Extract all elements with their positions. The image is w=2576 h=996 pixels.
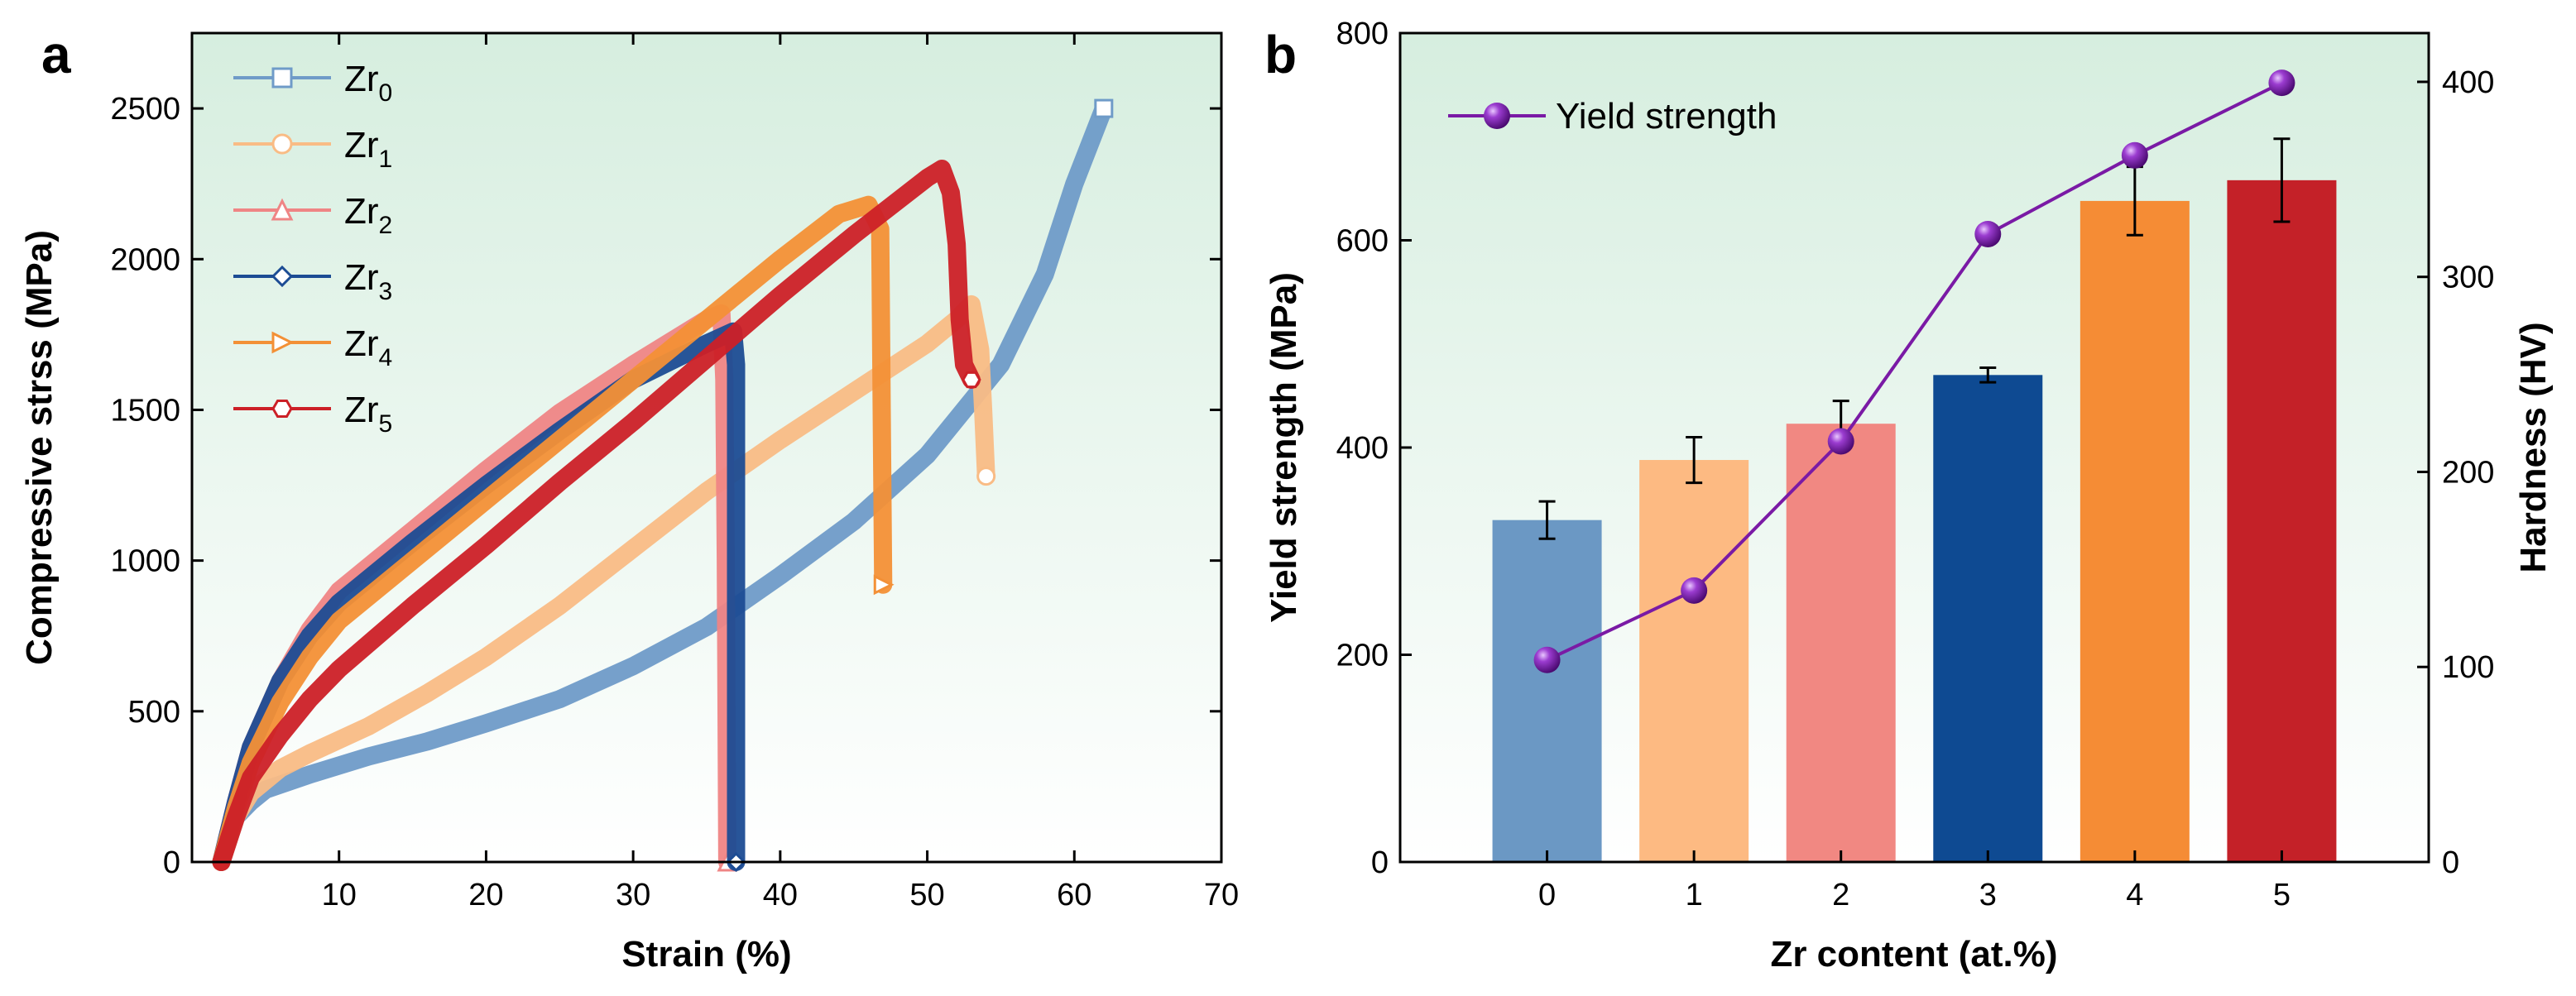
- series-end-marker-zr4: [873, 574, 895, 596]
- legend-marker-zr4: [271, 331, 295, 354]
- legend-marker-zr5: [271, 399, 293, 419]
- x-tick-label-b-0: 0: [1538, 878, 1556, 912]
- bar-zr2: [1786, 424, 1896, 862]
- error-bar-zr0: [1538, 500, 1556, 540]
- yield-strength-point-2: [1827, 428, 1854, 455]
- y-tick-label-b-800: 800: [1336, 17, 1389, 51]
- x-tick-label-a-20: 20: [468, 878, 503, 912]
- series-end-marker-zr5: [962, 371, 981, 389]
- yield-strength-line: [1546, 81, 2283, 662]
- y-tick-label-a-2500: 2500: [110, 92, 180, 127]
- x-tick-label-b-2: 2: [1832, 878, 1849, 912]
- y-axis-label-a: Compressive strss (MPa): [19, 230, 60, 665]
- y2-tick-label-b-0: 0: [2442, 845, 2459, 880]
- y-tick-label-a-1500: 1500: [110, 393, 180, 428]
- y-tick-label-a-1000: 1000: [110, 544, 180, 579]
- x-axis-label-b: Zr content (at.%): [1770, 934, 2057, 974]
- error-bar-zr5: [2273, 137, 2291, 223]
- y2-tick-label-b-100: 100: [2442, 650, 2494, 685]
- bar-zr4: [2080, 200, 2190, 862]
- bar-zr0: [1492, 520, 1602, 862]
- x-tick-label-a-30: 30: [616, 878, 650, 912]
- yield-strength-point-1: [1681, 577, 1708, 604]
- legend-marker-zr3: [271, 265, 294, 288]
- series-line-zr5: [212, 160, 981, 871]
- y2-tick-label-b-400: 400: [2442, 65, 2494, 100]
- series-zr5: [212, 160, 981, 871]
- line-series-b: [1533, 69, 2295, 673]
- x-tick-label-b-4: 4: [2126, 878, 2143, 912]
- legend-marker-zr1: [271, 133, 293, 155]
- bar-zr5: [2227, 180, 2337, 863]
- axes-a: 10 20 30 40 50 60 70 0 500 1000 1500 2000 2500: [110, 31, 1239, 912]
- error-bar-zr3: [1979, 366, 1997, 384]
- yield-strength-point-4: [2121, 141, 2148, 169]
- legend-label-yield: Yield strength: [1556, 96, 1777, 136]
- x-tick-label-b-5: 5: [2273, 878, 2291, 912]
- bar-zr3: [1933, 375, 2043, 862]
- legend-marker-zr2: [271, 198, 294, 221]
- axes-b: 0 1 2 3 4 5 0 200 400 600 800 0 100 200 300 400: [1336, 17, 2495, 912]
- y-tick-label-a-500: 500: [128, 695, 180, 730]
- y-tick-label-b-600: 600: [1336, 224, 1389, 259]
- legend-marker-yield: [1484, 103, 1510, 129]
- series-line-zr1: [212, 294, 995, 871]
- x-tick-label-a-40: 40: [763, 878, 798, 912]
- panel-label-b: b: [1264, 25, 1297, 84]
- x-tick-label-a-50: 50: [909, 878, 944, 912]
- series-group-a: [212, 98, 1114, 873]
- panel-label-a: a: [41, 25, 71, 84]
- error-bar-zr1: [1686, 435, 1703, 485]
- panel-a: 10 20 30 40 50 60 70 0 500 1000 1500 2000 2500 Zr0Zr…: [19, 25, 1239, 974]
- y-tick-label-a-2000: 2000: [110, 242, 180, 277]
- x-tick-label-b-3: 3: [1979, 878, 1997, 912]
- legend-b: Yield strength: [1448, 96, 1777, 136]
- y-tick-label-b-400: 400: [1336, 431, 1389, 466]
- y-tick-label-a-0: 0: [163, 845, 180, 880]
- frame-a: [190, 31, 1223, 864]
- y2-tick-label-b-300: 300: [2442, 261, 2494, 295]
- yield-strength-point-5: [2268, 69, 2295, 97]
- series-end-marker-zr1: [976, 467, 996, 486]
- x-tick-label-a-10: 10: [322, 878, 357, 912]
- series-zr1: [212, 294, 996, 871]
- y-tick-label-b-200: 200: [1336, 639, 1389, 673]
- x-tick-label-b-1: 1: [1686, 878, 1703, 912]
- yield-strength-point-3: [1974, 220, 2002, 247]
- x-tick-label-a-70: 70: [1204, 878, 1239, 912]
- series-end-marker-zr0: [1094, 98, 1114, 118]
- y2-tick-label-b-200: 200: [2442, 455, 2494, 490]
- x-axis-label-a: Strain (%): [621, 934, 791, 974]
- y2-axis-label-b: Hardness (HV): [2513, 322, 2554, 572]
- y-axis-label-b: Yield strength (MPa): [1264, 272, 1304, 623]
- yield-strength-point-0: [1533, 646, 1561, 673]
- x-tick-label-a-60: 60: [1057, 878, 1091, 912]
- panel-b: 0 1 2 3 4 5 0 200 400 600 800 0 100 200 300 400 Yield s…: [1264, 17, 2554, 974]
- bar-group-b: [1492, 137, 2337, 863]
- bar-zr1: [1639, 460, 1749, 862]
- y-tick-label-b-0: 0: [1371, 845, 1389, 880]
- legend-marker-zr0: [271, 67, 293, 89]
